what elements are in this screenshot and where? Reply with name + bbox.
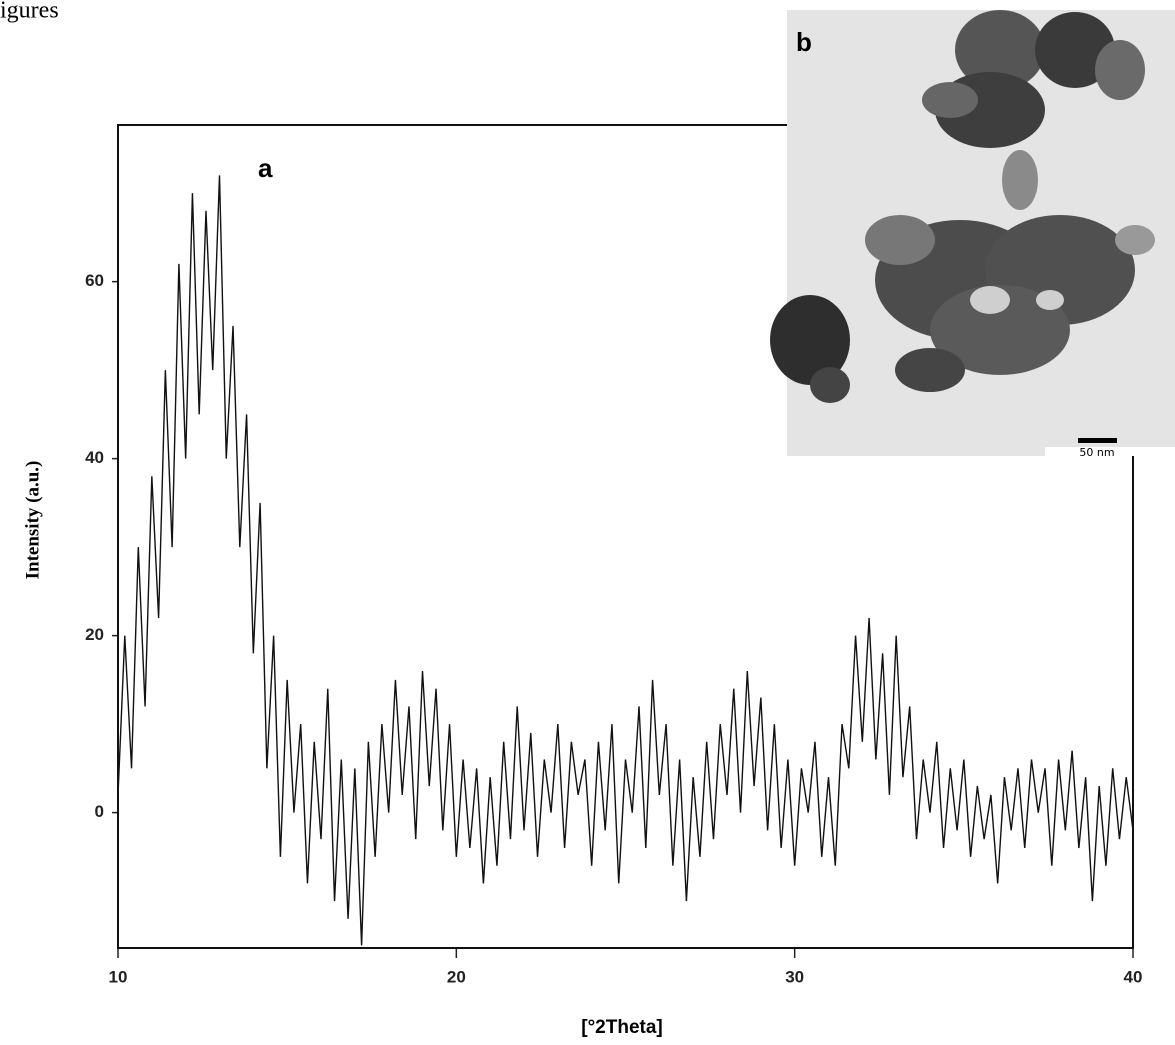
particles bbox=[770, 10, 1155, 403]
x-tick-label: 10 bbox=[109, 967, 128, 986]
scale-bar-background bbox=[1045, 447, 1175, 456]
scale-bar-label: 50 nm bbox=[1079, 446, 1114, 459]
y-tick-label: 40 bbox=[85, 448, 104, 467]
scale-bar bbox=[1078, 438, 1117, 443]
caption: igures bbox=[0, 0, 59, 24]
y-tick-label: 60 bbox=[85, 271, 104, 290]
panel-label: b bbox=[796, 27, 812, 57]
x-tick-label: 40 bbox=[1124, 967, 1143, 986]
tem-inset: 50 nm b bbox=[770, 10, 1175, 459]
y-axis-label: Intensity (a.u.) bbox=[22, 461, 43, 580]
panel-label: a bbox=[258, 153, 273, 183]
x-tick-label: 30 bbox=[785, 967, 804, 986]
x-axis-label: [°2Theta] bbox=[581, 1017, 663, 1038]
y-tick-label: 20 bbox=[85, 625, 104, 644]
y-tick-label: 0 bbox=[95, 802, 104, 821]
xrd-line bbox=[117, 175, 1134, 946]
x-tick-label: 20 bbox=[447, 967, 466, 986]
